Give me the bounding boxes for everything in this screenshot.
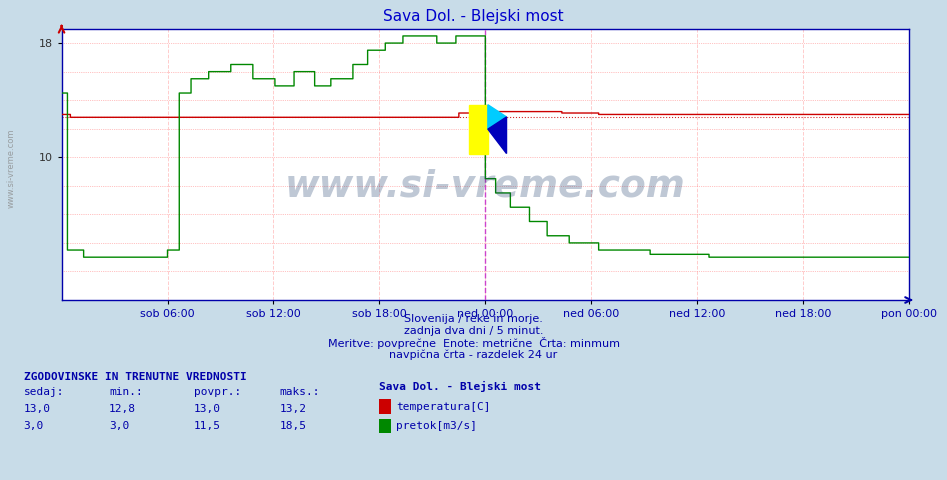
Polygon shape bbox=[488, 117, 507, 154]
Text: min.:: min.: bbox=[109, 387, 143, 397]
Text: pretok[m3/s]: pretok[m3/s] bbox=[396, 421, 477, 431]
Polygon shape bbox=[488, 105, 507, 129]
Text: Sava Dol. - Blejski most: Sava Dol. - Blejski most bbox=[384, 9, 563, 24]
Text: Slovenija / reke in morje.: Slovenija / reke in morje. bbox=[404, 314, 543, 324]
Text: 13,2: 13,2 bbox=[279, 404, 307, 414]
Text: www.si-vreme.com: www.si-vreme.com bbox=[7, 128, 16, 208]
Text: sedaj:: sedaj: bbox=[24, 387, 64, 397]
Text: 11,5: 11,5 bbox=[194, 421, 222, 431]
Bar bbox=[469, 105, 488, 154]
Text: 18,5: 18,5 bbox=[279, 421, 307, 431]
Text: Meritve: povprečne  Enote: metrične  Črta: minmum: Meritve: povprečne Enote: metrične Črta:… bbox=[328, 337, 619, 349]
Text: maks.:: maks.: bbox=[279, 387, 320, 397]
Text: Sava Dol. - Blejski most: Sava Dol. - Blejski most bbox=[379, 381, 541, 392]
Text: 13,0: 13,0 bbox=[24, 404, 51, 414]
Text: temperatura[C]: temperatura[C] bbox=[396, 402, 491, 411]
Text: www.si-vreme.com: www.si-vreme.com bbox=[285, 168, 686, 204]
Text: 13,0: 13,0 bbox=[194, 404, 222, 414]
Text: ZGODOVINSKE IN TRENUTNE VREDNOSTI: ZGODOVINSKE IN TRENUTNE VREDNOSTI bbox=[24, 372, 246, 382]
Text: zadnja dva dni / 5 minut.: zadnja dva dni / 5 minut. bbox=[403, 326, 544, 336]
Text: 3,0: 3,0 bbox=[109, 421, 129, 431]
Text: povpr.:: povpr.: bbox=[194, 387, 241, 397]
Text: 12,8: 12,8 bbox=[109, 404, 136, 414]
Text: 3,0: 3,0 bbox=[24, 421, 44, 431]
Text: navpična črta - razdelek 24 ur: navpična črta - razdelek 24 ur bbox=[389, 350, 558, 360]
